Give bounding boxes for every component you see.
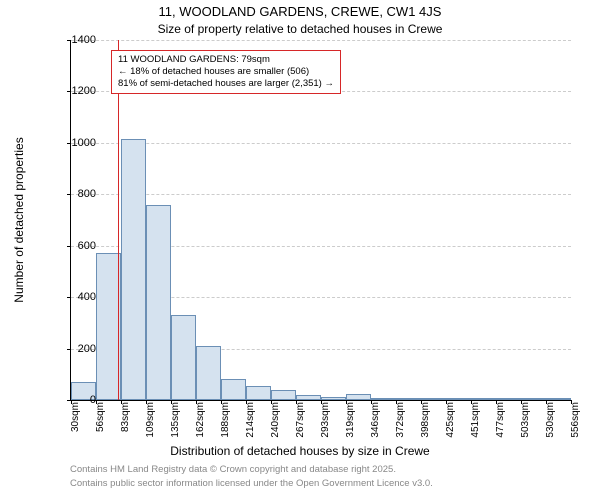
histogram-bar <box>221 379 246 400</box>
y-tick-label: 1000 <box>46 137 96 149</box>
y-tick-label: 200 <box>46 343 96 355</box>
callout-line3: 81% of semi-detached houses are larger (… <box>118 78 334 90</box>
histogram-bar <box>246 386 271 400</box>
title-main: 11, WOODLAND GARDENS, CREWE, CW1 4JS <box>0 4 600 19</box>
y-tick-label: 1200 <box>46 85 96 97</box>
x-tick-label: 319sqm <box>345 402 356 462</box>
x-tick-label: 556sqm <box>570 402 581 462</box>
footer-line1: Contains HM Land Registry data © Crown c… <box>70 464 396 475</box>
histogram-bar <box>146 205 171 400</box>
callout-line2: ← 18% of detached houses are smaller (50… <box>118 66 334 78</box>
histogram-bar <box>546 398 571 400</box>
histogram-bar <box>471 398 496 400</box>
histogram-bar <box>396 398 421 400</box>
x-tick-label: 188sqm <box>220 402 231 462</box>
histogram-bar <box>296 395 321 400</box>
x-tick-label: 214sqm <box>245 402 256 462</box>
callout-box: 11 WOODLAND GARDENS: 79sqm ← 18% of deta… <box>111 50 341 94</box>
histogram-bar <box>196 346 221 400</box>
x-tick-label: 240sqm <box>270 402 281 462</box>
x-tick-label: 425sqm <box>445 402 456 462</box>
footer-line2: Contains public sector information licen… <box>70 478 433 489</box>
chart-area: 11 WOODLAND GARDENS: 79sqm ← 18% of deta… <box>70 40 571 401</box>
histogram-bar <box>371 398 396 400</box>
grid-line <box>71 40 571 41</box>
x-tick-label: 451sqm <box>470 402 481 462</box>
x-tick-label: 135sqm <box>170 402 181 462</box>
x-tick-label: 398sqm <box>420 402 431 462</box>
x-tick-label: 109sqm <box>145 402 156 462</box>
x-tick-label: 346sqm <box>370 402 381 462</box>
histogram-bar <box>121 139 146 400</box>
x-tick-label: 267sqm <box>295 402 306 462</box>
callout-line1: 11 WOODLAND GARDENS: 79sqm <box>118 54 334 66</box>
x-tick-label: 83sqm <box>120 402 131 462</box>
y-tick-label: 400 <box>46 291 96 303</box>
x-tick-label: 477sqm <box>495 402 506 462</box>
y-tick-label: 1400 <box>46 34 96 46</box>
histogram-bar <box>521 398 547 400</box>
chart-container: 11, WOODLAND GARDENS, CREWE, CW1 4JS Siz… <box>0 0 600 500</box>
y-tick-label: 800 <box>46 188 96 200</box>
x-tick-label: 293sqm <box>320 402 331 462</box>
x-tick-label: 372sqm <box>395 402 406 462</box>
histogram-bar <box>171 315 197 400</box>
histogram-bar <box>446 398 471 400</box>
y-tick-label: 600 <box>46 240 96 252</box>
x-tick-label: 30sqm <box>70 402 81 462</box>
histogram-bar <box>271 390 297 400</box>
x-tick-label: 56sqm <box>95 402 106 462</box>
x-tick-label: 530sqm <box>545 402 556 462</box>
y-axis-label: Number of detached properties <box>12 137 26 302</box>
histogram-bar <box>421 398 447 400</box>
x-tick-label: 503sqm <box>520 402 531 462</box>
histogram-bar <box>346 394 372 400</box>
x-tick-label: 162sqm <box>195 402 206 462</box>
marker-line <box>118 40 119 400</box>
histogram-bar <box>321 397 346 400</box>
histogram-bar <box>496 398 521 400</box>
